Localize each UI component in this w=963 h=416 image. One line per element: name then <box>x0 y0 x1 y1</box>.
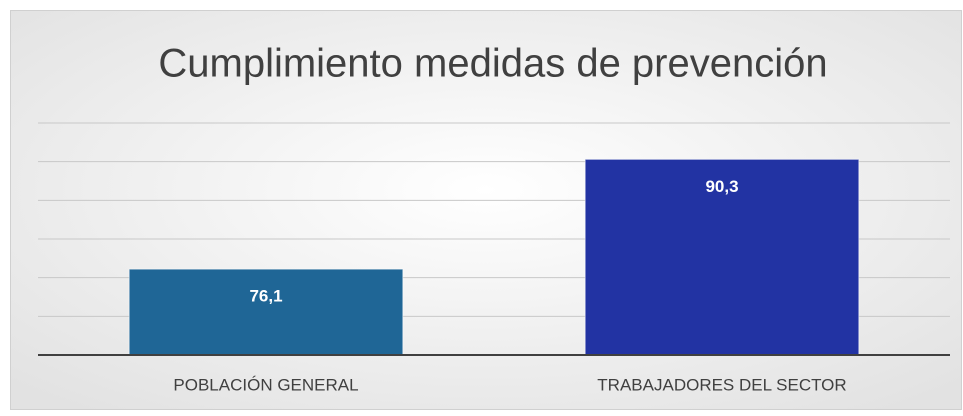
bar <box>584 158 860 356</box>
chart-title: Cumplimiento medidas de prevención <box>158 42 827 86</box>
data-label: 76,1 <box>249 287 282 306</box>
bar <box>128 268 404 356</box>
x-tick-label: TRABAJADORES DEL SECTOR <box>597 375 846 394</box>
x-tick-label: POBLACIÓN GENERAL <box>173 375 358 394</box>
data-label: 90,3 <box>705 177 738 196</box>
